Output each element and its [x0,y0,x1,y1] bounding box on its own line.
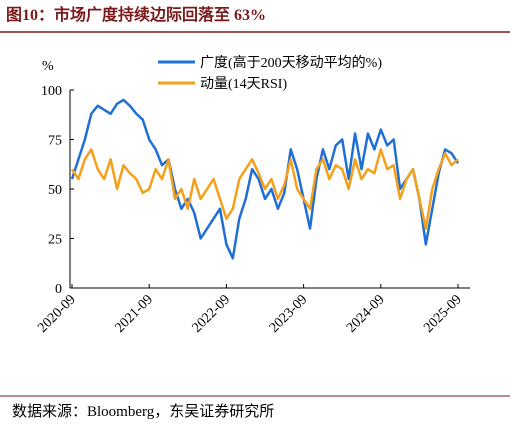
x-tick-label: 2020-09 [35,292,79,336]
x-tick-label: 2021-09 [112,292,156,336]
x-tick-label: 2023-09 [267,292,311,336]
source-note: 数据来源：Bloomberg，东吴证券研究所 [12,403,274,420]
series-line [70,98,460,260]
y-axis-label: % [42,59,54,74]
y-tick-label: 100 [41,84,62,99]
legend-label: 动量(14天RSI) [200,76,287,92]
y-tick-label: 0 [55,282,62,297]
x-tick-label: 2025-09 [421,292,465,336]
chart-title: 图10：市场广度持续边际回落至 63% [6,5,266,24]
series-line [70,148,459,230]
x-tick-label: 2024-09 [344,292,388,336]
y-tick-label: 50 [48,183,62,198]
y-tick-label: 75 [48,134,62,149]
y-tick-label: 25 [48,233,62,248]
legend-label: 广度(高于200天移动平均的%) [200,54,382,71]
x-tick-label: 2022-09 [190,292,234,336]
